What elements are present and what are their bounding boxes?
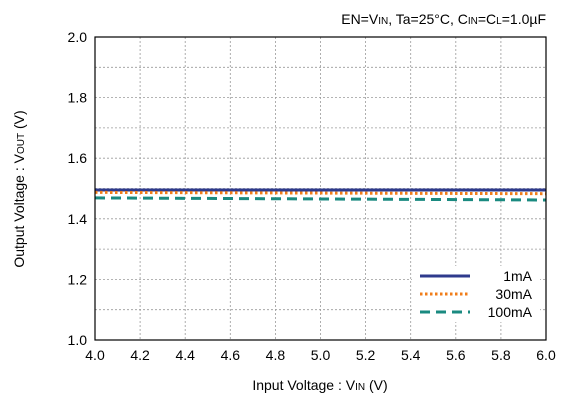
legend: 1mA 30mA 100mA: [412, 266, 540, 322]
legend-label-1mA: 1mA: [503, 268, 532, 284]
x-tick-label: 4.2: [130, 347, 150, 363]
y-tick-label: 2.0: [68, 29, 88, 45]
x-tick-label: 4.0: [85, 347, 105, 363]
legend-label-30mA: 30mA: [495, 286, 532, 302]
x-tick-label: 5.0: [311, 347, 331, 363]
condition-cl-sub: L: [496, 16, 502, 27]
condition-cin-sub: IN: [468, 16, 478, 27]
condition-ta: , Ta=25°C, C: [388, 11, 468, 27]
x-tick-labels: 4.0 4.2 4.4 4.6 4.8 5.0 5.2 5.4 5.6 5.8 6.0: [85, 347, 556, 363]
legend-label-100mA: 100mA: [488, 304, 533, 320]
x-tick-label: 4.4: [175, 347, 195, 363]
condition-en-sub: IN: [378, 16, 388, 27]
series-lines: [94, 188, 547, 202]
chart-condition: EN=VIN, Ta=25°C, CIN=CL=1.0µF: [341, 11, 546, 27]
condition-cap: =1.0µF: [502, 11, 546, 27]
x-axis-label: Input Voltage : VIN (V): [252, 377, 387, 393]
x-tick-label: 4.8: [266, 347, 286, 363]
x-tick-label: 5.6: [446, 347, 466, 363]
y-tick-label: 1.0: [68, 332, 88, 348]
x-axis-label-main: Input Voltage : V: [252, 377, 355, 393]
plot-frame: [94, 36, 547, 341]
condition-en: EN=V: [341, 11, 379, 27]
x-tick-label: 5.8: [491, 347, 511, 363]
series-line-100mA: [94, 196, 547, 202]
x-tick-label: 4.6: [221, 347, 241, 363]
x-axis-label-sub: IN: [355, 382, 365, 393]
y-axis-label: Output Voltage : VOUT (V): [11, 110, 27, 267]
y-tick-label: 1.2: [68, 271, 88, 287]
condition-eq: =C: [478, 11, 496, 27]
x-axis-label-unit: (V): [365, 377, 388, 393]
y-tick-label: 1.4: [68, 211, 88, 227]
x-tick-label: 5.4: [401, 347, 421, 363]
y-tick-labels: 1.0 1.2 1.4 1.6 1.8 2.0: [68, 29, 88, 348]
series-line-30mA: [94, 190, 547, 196]
y-axis-label-main: Output Voltage : V: [11, 153, 27, 267]
y-axis-label-sub: OUT: [16, 133, 27, 154]
x-tick-label: 5.2: [356, 347, 376, 363]
y-axis-label-unit: (V): [11, 110, 27, 133]
y-tick-label: 1.6: [68, 150, 88, 166]
x-tick-label: 6.0: [536, 347, 556, 363]
y-tick-label: 1.8: [68, 90, 88, 106]
